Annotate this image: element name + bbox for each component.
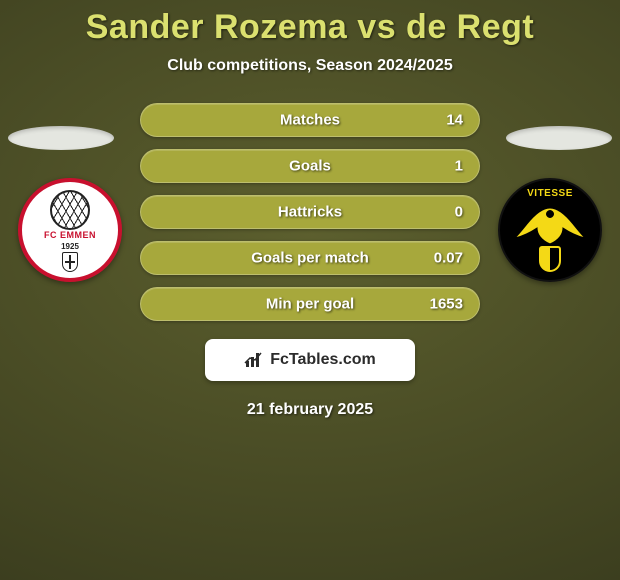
stat-row-matches: Matches 14: [140, 103, 480, 137]
bar-chart-icon: [244, 351, 264, 369]
stat-value: 1653: [430, 296, 463, 313]
stats-container: Matches 14 Goals 1 Hattricks 0 Goals per…: [0, 103, 620, 321]
stat-label: Min per goal: [266, 296, 354, 313]
page-subtitle: Club competitions, Season 2024/2025: [0, 57, 620, 75]
stat-row-goals: Goals 1: [140, 149, 480, 183]
stat-row-goals-per-match: Goals per match 0.07: [140, 241, 480, 275]
stat-row-hattricks: Hattricks 0: [140, 195, 480, 229]
stat-value: 0.07: [434, 250, 463, 267]
content-root: Sander Rozema vs de Regt Club competitio…: [0, 0, 620, 580]
page-title: Sander Rozema vs de Regt: [0, 0, 620, 47]
stat-value: 1: [455, 158, 463, 175]
stat-label: Goals: [289, 158, 331, 175]
stat-label: Hattricks: [278, 204, 342, 221]
stat-label: Matches: [280, 112, 340, 129]
stat-row-min-per-goal: Min per goal 1653: [140, 287, 480, 321]
brand-label: FcTables.com: [270, 351, 376, 369]
footer-date: 21 february 2025: [0, 401, 620, 419]
brand-badge: FcTables.com: [205, 339, 415, 381]
stat-value: 14: [446, 112, 463, 129]
stat-label: Goals per match: [251, 250, 369, 267]
stat-value: 0: [455, 204, 463, 221]
